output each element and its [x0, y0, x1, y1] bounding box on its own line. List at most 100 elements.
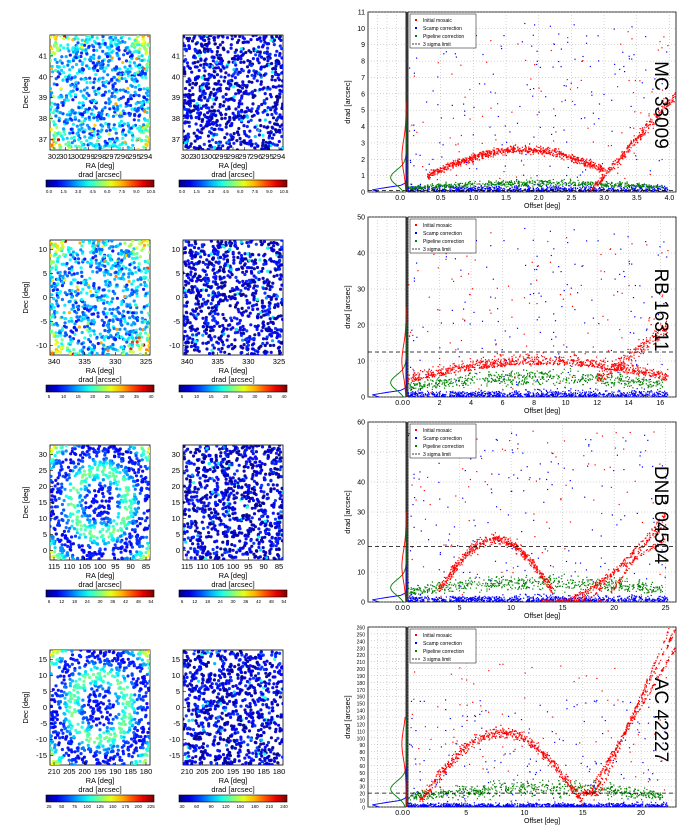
- map-point: [145, 86, 149, 90]
- map-point: [212, 38, 216, 42]
- map-point: [240, 108, 244, 112]
- initial-point: [475, 157, 477, 159]
- initial-point: [484, 154, 486, 156]
- scamp-point: [461, 188, 463, 190]
- map-xtick-label: 298: [94, 152, 107, 161]
- initial-point: [549, 151, 551, 153]
- map-point: [201, 117, 205, 122]
- map-point: [215, 123, 219, 127]
- scamp-point: [579, 186, 581, 188]
- initial-point: [533, 148, 535, 150]
- scamp-point: [646, 188, 648, 191]
- scamp-point: [628, 185, 631, 187]
- initial-point: [595, 168, 597, 170]
- pipeline-point: [572, 182, 574, 184]
- map-point: [69, 83, 73, 87]
- initial-point: [544, 151, 546, 153]
- map-point: [206, 78, 210, 82]
- map-point: [218, 43, 222, 47]
- pipeline-point: [564, 187, 566, 189]
- initial-point: [507, 149, 510, 151]
- pipeline-point: [441, 186, 443, 188]
- map-point: [97, 91, 101, 95]
- initial-point: [489, 154, 491, 156]
- map-point: [101, 76, 105, 80]
- map-point: [202, 89, 206, 93]
- scamp-point: [560, 190, 562, 192]
- scamp-point: [518, 191, 520, 192]
- pipeline-point: [482, 183, 484, 185]
- scamp-point: [522, 174, 525, 176]
- scatter-xtick-label: 1.5: [501, 195, 511, 202]
- initial-point: [453, 163, 455, 165]
- map-point: [107, 132, 111, 136]
- scamp-point: [598, 118, 600, 120]
- map-point: [205, 115, 209, 119]
- map-point: [266, 57, 270, 61]
- initial-point: [575, 158, 578, 160]
- scamp-point: [554, 186, 556, 189]
- map-point: [64, 142, 68, 146]
- map-point: [51, 111, 56, 115]
- initial-point: [641, 128, 643, 130]
- scamp-point: [506, 189, 508, 191]
- initial-point: [565, 154, 567, 156]
- scamp-point: [509, 190, 511, 192]
- map-point: [131, 124, 135, 128]
- map-point: [254, 35, 258, 37]
- pipeline-point: [450, 183, 452, 185]
- scamp-point: [547, 188, 549, 190]
- initial-point: [622, 157, 624, 159]
- initial-point: [620, 156, 622, 158]
- scamp-point: [413, 165, 415, 167]
- initial-point: [623, 153, 625, 155]
- initial-point: [497, 103, 499, 105]
- pipeline-point: [582, 183, 584, 185]
- pipeline-point: [590, 184, 592, 186]
- pipeline-point: [553, 182, 555, 184]
- initial-point: [576, 157, 578, 159]
- map-point: [83, 43, 87, 47]
- scamp-point: [554, 115, 557, 117]
- scamp-point: [615, 190, 617, 192]
- scamp-point: [516, 186, 518, 188]
- map-point: [233, 50, 237, 55]
- map-point: [144, 76, 148, 80]
- map-point: [271, 85, 275, 89]
- scamp-point: [439, 185, 441, 187]
- map-point: [196, 60, 200, 64]
- initial-point: [660, 113, 662, 115]
- map-point: [198, 89, 202, 93]
- initial-point: [547, 146, 549, 148]
- map-point: [215, 73, 219, 77]
- pipeline-point: [586, 181, 588, 183]
- map-point: [50, 115, 53, 119]
- initial-point: [581, 160, 583, 162]
- map-point: [211, 97, 215, 101]
- map-xtick-label: 302: [48, 152, 61, 161]
- map-point: [74, 56, 78, 60]
- map-point: [52, 82, 56, 86]
- scamp-point: [420, 191, 422, 192]
- initial-point: [601, 179, 603, 181]
- scamp-point: [585, 186, 587, 188]
- scamp-point: [602, 191, 604, 192]
- scamp-point: [551, 133, 553, 135]
- map-point: [199, 106, 203, 110]
- initial-point: [641, 130, 643, 132]
- pipeline-point: [455, 184, 457, 186]
- pipeline-point: [420, 187, 422, 189]
- map-point: [238, 89, 242, 93]
- scamp-point: [617, 189, 619, 191]
- map-point: [56, 103, 60, 107]
- map-point: [56, 75, 60, 79]
- map-point: [77, 119, 81, 123]
- map-point: [186, 95, 190, 99]
- map-point: [184, 141, 188, 145]
- map-point: [144, 52, 148, 56]
- scamp-point: [482, 187, 484, 189]
- initial-point: [634, 137, 636, 140]
- initial-point: [511, 148, 513, 150]
- initial-point: [648, 127, 650, 129]
- initial-point: [445, 168, 447, 170]
